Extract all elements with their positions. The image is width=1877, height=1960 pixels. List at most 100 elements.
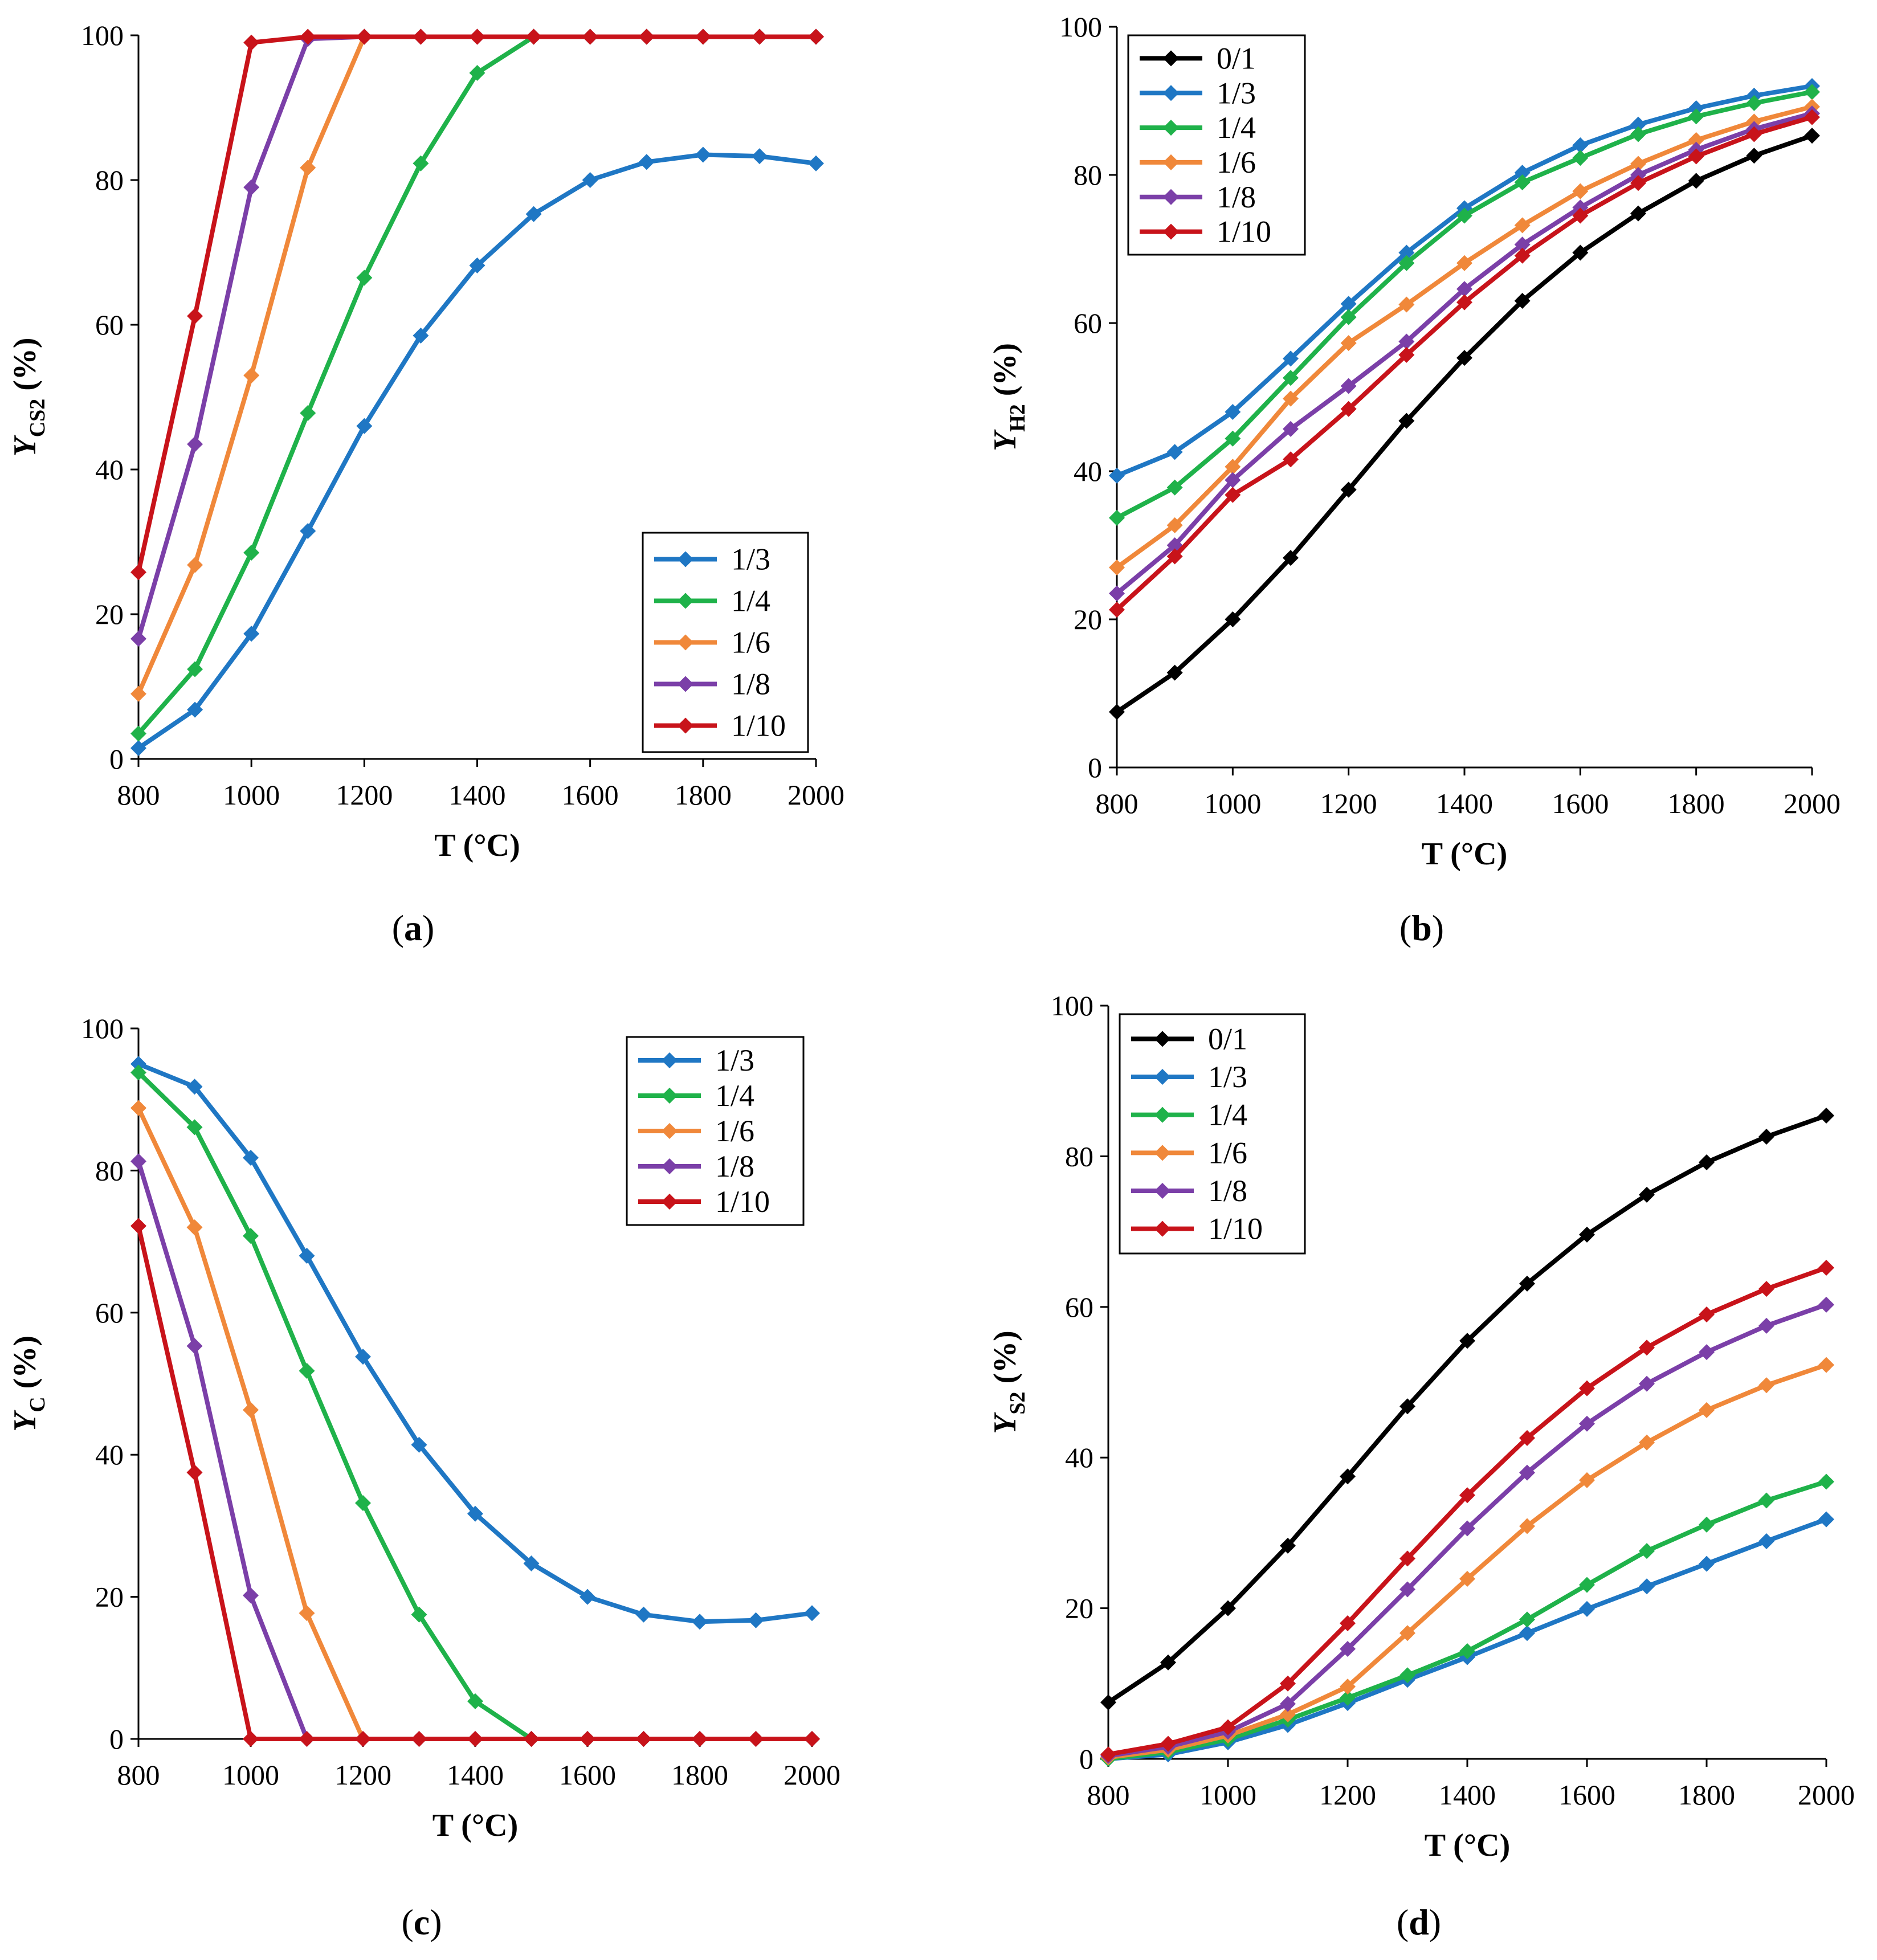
data-point — [1630, 156, 1646, 172]
x-axis-title: T (°C) — [1425, 1828, 1510, 1863]
data-point — [413, 155, 429, 172]
series-line-1-10 — [136, 1225, 812, 1741]
panel-d: 0 20 40 60 80 100 800 1000 1200 1400 1600 1800 2000 T… — [988, 990, 1855, 1942]
legend-swatch-marker — [1163, 223, 1179, 240]
x-axis-title: T (°C) — [434, 828, 520, 863]
legend-swatch-marker — [662, 1158, 678, 1174]
data-point — [1519, 1625, 1535, 1642]
series-line-1-10 — [136, 34, 816, 573]
data-point — [635, 1606, 652, 1623]
data-point — [1280, 1537, 1296, 1554]
data-point — [1572, 137, 1589, 153]
data-point — [1639, 1340, 1655, 1356]
data-point — [1579, 1380, 1595, 1396]
data-point — [1340, 296, 1357, 312]
data-point — [1109, 560, 1125, 575]
data-point — [525, 28, 542, 45]
data-point — [1688, 100, 1704, 116]
data-point — [1639, 1186, 1655, 1203]
data-point — [1166, 444, 1183, 460]
data-point — [1639, 1543, 1655, 1559]
legend-label: 1/10 — [731, 709, 786, 743]
data-point — [1688, 108, 1704, 125]
data-point — [1220, 1719, 1236, 1736]
data-point — [808, 155, 824, 172]
data-point — [1340, 1615, 1356, 1632]
data-point — [1283, 550, 1299, 566]
x-tick-label: 2000 — [1798, 1779, 1855, 1811]
y-axis-title: YH2 (%) — [988, 343, 1030, 451]
x-tick-label: 1400 — [447, 1759, 504, 1791]
data-point — [692, 1614, 708, 1630]
data-point — [1280, 1675, 1296, 1692]
data-point — [1804, 84, 1820, 100]
data-point — [1818, 1296, 1834, 1313]
x-tick-label: 1200 — [1319, 1779, 1376, 1811]
y-tick-label: 100 — [1059, 11, 1102, 43]
data-point — [130, 631, 146, 647]
data-point — [186, 1219, 203, 1236]
data-point — [1572, 207, 1589, 224]
x-tick-label: 1600 — [1558, 1779, 1615, 1811]
data-point — [467, 1693, 483, 1709]
data-point — [1340, 1640, 1356, 1657]
data-point — [243, 34, 260, 51]
data-point — [469, 28, 485, 45]
data-point — [1166, 548, 1183, 565]
legend-swatch-marker — [1154, 1220, 1170, 1237]
legend-label: 1/8 — [715, 1149, 754, 1183]
legend-swatch-marker — [678, 676, 693, 692]
y-axis-title: YCS2 (%) — [7, 337, 50, 456]
data-point — [1225, 487, 1241, 503]
data-point — [580, 1731, 595, 1747]
x-tick-label: 1800 — [675, 779, 732, 811]
legend-swatch-marker — [662, 1088, 678, 1104]
data-point — [1456, 350, 1472, 366]
data-point — [1283, 451, 1299, 468]
data-point — [1109, 704, 1125, 720]
data-point — [1283, 370, 1299, 386]
data-point — [1579, 1472, 1595, 1488]
legend: 1/31/41/61/81/10 — [626, 1036, 805, 1226]
legend-swatch-marker — [678, 551, 693, 567]
data-point — [1340, 1679, 1356, 1695]
data-point — [355, 1494, 371, 1511]
data-point — [751, 148, 768, 165]
data-point — [1758, 1281, 1774, 1297]
data-point — [186, 1464, 203, 1481]
data-point — [748, 1612, 764, 1628]
series-line-1-3 — [1108, 1517, 1827, 1761]
data-point — [1804, 109, 1820, 125]
data-point — [1109, 509, 1125, 526]
data-point — [1109, 467, 1125, 484]
data-point — [1630, 116, 1646, 133]
data-point — [1220, 1600, 1236, 1616]
data-point — [1160, 1654, 1176, 1671]
panel-a: 0 20 40 60 80 100 800 1000 1200 1400 1600 1800 2000 T… — [7, 19, 844, 948]
data-point — [1818, 1473, 1834, 1490]
data-point — [1699, 1555, 1715, 1572]
data-point — [467, 1731, 483, 1747]
data-point — [1579, 1600, 1595, 1617]
data-point — [1639, 1375, 1655, 1392]
x-tick-label: 2000 — [784, 1759, 840, 1791]
legend-swatch-marker — [678, 717, 693, 734]
legend-swatch-marker — [1154, 1106, 1170, 1123]
data-point — [130, 1056, 146, 1072]
y-tick-label: 40 — [1074, 455, 1102, 487]
legend-label: 1/3 — [1208, 1060, 1247, 1094]
data-point — [1283, 390, 1299, 407]
legend-swatch-marker — [662, 1123, 678, 1139]
data-point — [1280, 1706, 1296, 1723]
legend-swatch-marker — [1163, 50, 1179, 67]
y-tick-label: 60 — [1065, 1291, 1093, 1323]
data-point — [187, 661, 203, 677]
legend-label: 1/8 — [1217, 180, 1256, 214]
data-point — [751, 28, 768, 45]
data-point — [1166, 664, 1183, 681]
panel-label: (b) — [1399, 908, 1444, 948]
legend-label: 1/4 — [715, 1079, 754, 1113]
legend-swatch-marker — [1163, 154, 1179, 170]
x-tick-label: 1200 — [336, 779, 393, 811]
data-point — [580, 1589, 595, 1605]
